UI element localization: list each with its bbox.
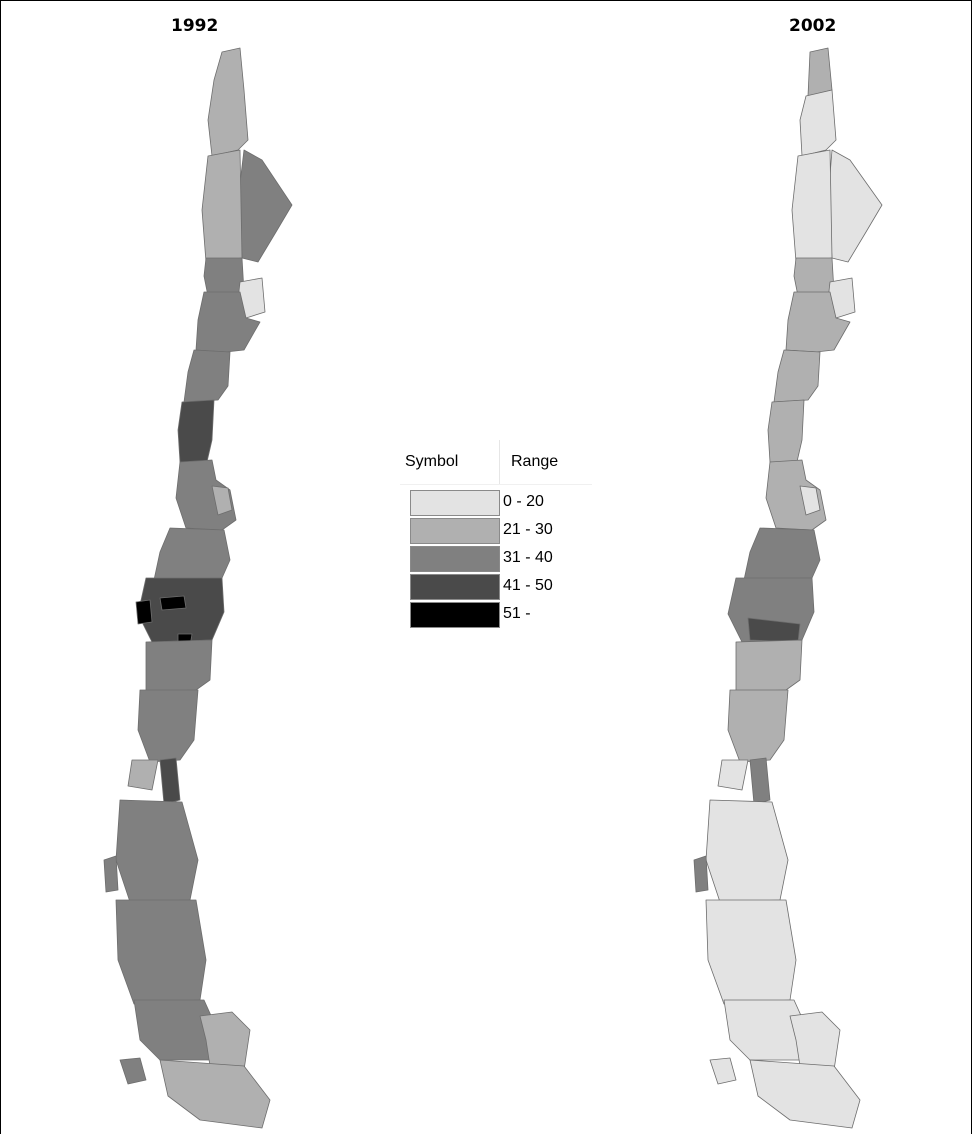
region-2002-south-7 xyxy=(789,1011,841,1071)
legend-label: 0 - 20 xyxy=(503,493,544,510)
region-2002-south-3 xyxy=(717,759,749,791)
legend-label: 51 - xyxy=(503,605,531,622)
region-2002-south-2 xyxy=(749,757,771,805)
region-2002-island-2 xyxy=(709,1057,737,1085)
map-legend: Symbol Range 0 - 20 21 - 30 31 - 40 41 -… xyxy=(400,440,592,660)
region-1992-north-6 xyxy=(195,291,261,353)
legend-row: 41 - 50 xyxy=(410,574,592,602)
region-2002-center-4 xyxy=(743,527,821,581)
legend-swatch xyxy=(410,490,500,516)
legend-header-range: Range xyxy=(511,453,559,470)
region-2002-center-7 xyxy=(735,639,803,693)
region-1992-south-2 xyxy=(159,757,181,805)
legend-swatch xyxy=(410,574,500,600)
legend-header-divider xyxy=(499,440,500,484)
region-1992-north-7 xyxy=(183,349,231,403)
legend-label: 31 - 40 xyxy=(503,549,553,566)
region-1992-center-9 xyxy=(145,639,213,693)
legend-header: Symbol Range xyxy=(400,440,592,485)
region-1992-center-3 xyxy=(211,485,233,516)
legend-header-symbol: Symbol xyxy=(405,453,459,470)
region-1992-south-1 xyxy=(137,689,199,763)
region-2002-center-1 xyxy=(767,399,805,467)
legend-swatch xyxy=(410,518,500,544)
legend-row: 0 - 20 xyxy=(410,490,592,518)
region-1992-island-2 xyxy=(119,1057,147,1085)
region-2002-north-8 xyxy=(773,349,821,403)
region-2002-center-3 xyxy=(799,485,821,516)
region-1992-island-1 xyxy=(103,855,119,893)
region-1992-south-8 xyxy=(159,1059,271,1129)
region-2002-south-4 xyxy=(705,799,789,903)
region-1992-center-7 xyxy=(159,595,187,611)
region-1992-center-6 xyxy=(135,599,153,625)
map-title-1992: 1992 xyxy=(171,16,219,36)
region-2002-north-4 xyxy=(791,149,833,263)
region-2002-island-1 xyxy=(693,855,709,893)
region-2002-north-7 xyxy=(785,291,851,353)
region-2002-south-1 xyxy=(727,689,789,763)
region-2002-north-5 xyxy=(793,257,835,297)
legend-row: 21 - 30 xyxy=(410,518,592,546)
region-2002-north-1 xyxy=(807,47,833,97)
region-2002-south-8 xyxy=(749,1059,861,1129)
region-2002-north-2 xyxy=(799,89,837,157)
region-2002-north-3 xyxy=(827,149,883,263)
map-title-2002: 2002 xyxy=(789,16,837,36)
region-2002-south-5 xyxy=(705,899,797,1005)
legend-label: 41 - 50 xyxy=(503,577,553,594)
region-1992-south-3 xyxy=(127,759,159,791)
legend-label: 21 - 30 xyxy=(503,521,553,538)
legend-swatch xyxy=(410,546,500,572)
legend-row: 31 - 40 xyxy=(410,546,592,574)
legend-swatch xyxy=(410,602,500,628)
legend-row: 51 - xyxy=(410,602,592,630)
